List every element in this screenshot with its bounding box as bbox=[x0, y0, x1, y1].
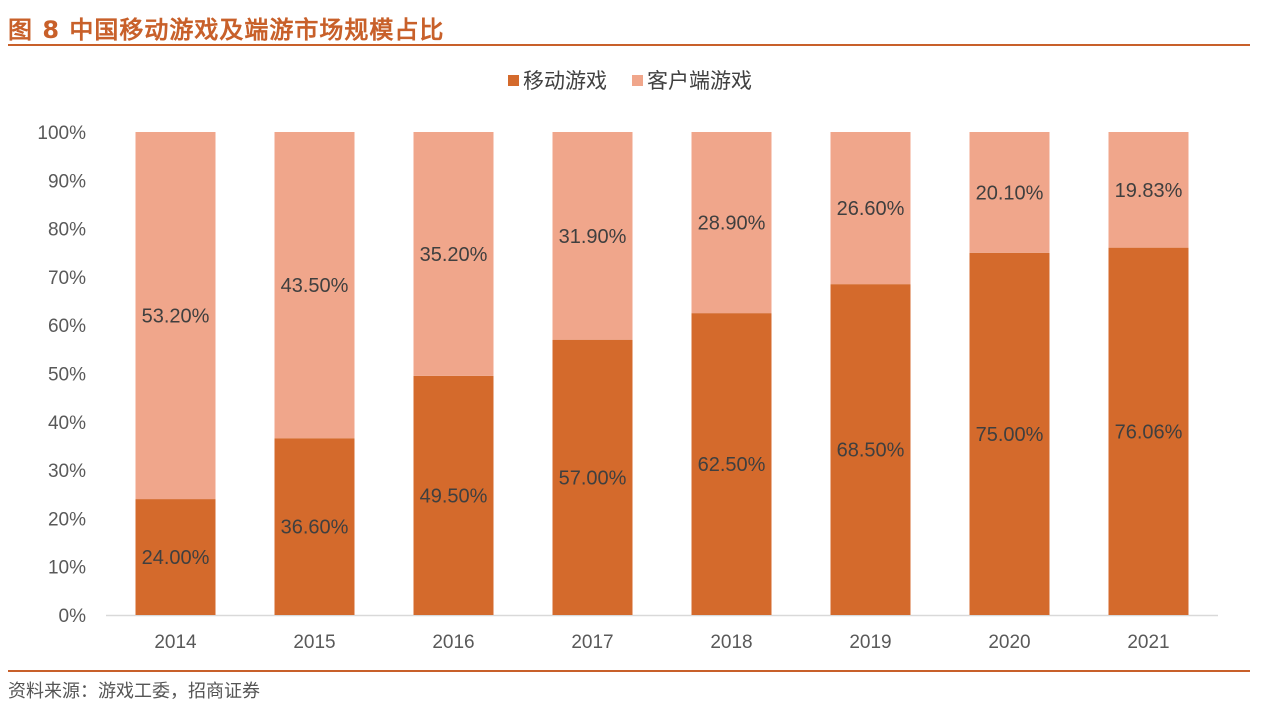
legend-swatch-mobile bbox=[508, 75, 519, 86]
bar-client-2014 bbox=[135, 132, 216, 500]
y-tick-label: 70% bbox=[48, 268, 86, 289]
y-tick-label: 40% bbox=[48, 413, 86, 434]
title-rule bbox=[8, 44, 1250, 46]
bar-mobile-2020 bbox=[969, 252, 1050, 615]
data-label-mobile-2015: 36.60% bbox=[281, 517, 349, 539]
x-tick-label: 2015 bbox=[293, 632, 335, 653]
bar-mobile-2016 bbox=[413, 375, 494, 615]
bar-mobile-2017 bbox=[552, 339, 633, 615]
x-tick-label: 2018 bbox=[710, 632, 752, 653]
data-label-mobile-2020: 75.00% bbox=[976, 424, 1044, 446]
y-tick-label: 60% bbox=[48, 316, 86, 337]
data-label-client-2019: 26.60% bbox=[837, 198, 905, 220]
bar-client-2015 bbox=[274, 132, 355, 439]
y-tick-label: 10% bbox=[48, 558, 86, 579]
bar-mobile-2021 bbox=[1108, 247, 1189, 616]
x-tick-label: 2020 bbox=[988, 632, 1030, 653]
y-tick-label: 20% bbox=[48, 509, 86, 530]
bar-mobile-2018 bbox=[691, 313, 772, 615]
bar-mobile-2014 bbox=[135, 499, 216, 615]
y-tick-label: 80% bbox=[48, 220, 86, 241]
legend-swatch-client bbox=[632, 75, 643, 86]
data-label-mobile-2019: 68.50% bbox=[837, 440, 905, 462]
data-label-client-2017: 31.90% bbox=[559, 226, 627, 248]
bar-mobile-2015 bbox=[274, 438, 355, 615]
bar-client-2021 bbox=[1108, 132, 1189, 248]
bar-client-2018 bbox=[691, 132, 772, 314]
bar-client-2017 bbox=[552, 132, 633, 340]
y-tick-label: 0% bbox=[59, 606, 87, 627]
data-label-client-2015: 43.50% bbox=[281, 275, 349, 297]
data-label-client-2014: 53.20% bbox=[142, 306, 210, 328]
y-tick-label: 100% bbox=[37, 123, 86, 144]
bar-client-2020 bbox=[969, 132, 1050, 253]
data-label-mobile-2017: 57.00% bbox=[559, 467, 627, 489]
bar-client-2016 bbox=[413, 132, 494, 376]
data-label-client-2016: 35.20% bbox=[420, 244, 488, 266]
source-rule bbox=[8, 670, 1250, 672]
bar-mobile-2019 bbox=[830, 284, 911, 615]
x-tick-label: 2021 bbox=[1127, 632, 1169, 653]
y-tick-label: 30% bbox=[48, 461, 86, 482]
data-label-mobile-2018: 62.50% bbox=[698, 454, 766, 476]
data-label-mobile-2021: 76.06% bbox=[1115, 421, 1183, 443]
x-tick-label: 2014 bbox=[154, 632, 197, 653]
x-tick-label: 2019 bbox=[849, 632, 891, 653]
x-tick-label: 2017 bbox=[571, 632, 613, 653]
data-label-mobile-2016: 49.50% bbox=[420, 485, 488, 507]
y-tick-label: 90% bbox=[48, 171, 86, 192]
legend-label-mobile: 移动游戏 bbox=[523, 70, 607, 93]
figure-title: 图 8 中国移动游戏及端游市场规模占比 bbox=[8, 16, 445, 44]
data-label-client-2018: 28.90% bbox=[698, 213, 766, 235]
source-note: 资料来源：游戏工委，招商证券 bbox=[8, 681, 260, 702]
legend-label-client: 客户端游戏 bbox=[647, 70, 752, 93]
data-label-client-2021: 19.83% bbox=[1115, 180, 1183, 202]
bar-client-2019 bbox=[830, 132, 911, 285]
y-tick-label: 50% bbox=[48, 365, 86, 386]
data-label-mobile-2014: 24.00% bbox=[142, 547, 210, 569]
x-tick-label: 2016 bbox=[432, 632, 474, 653]
data-label-client-2020: 20.10% bbox=[976, 182, 1044, 204]
